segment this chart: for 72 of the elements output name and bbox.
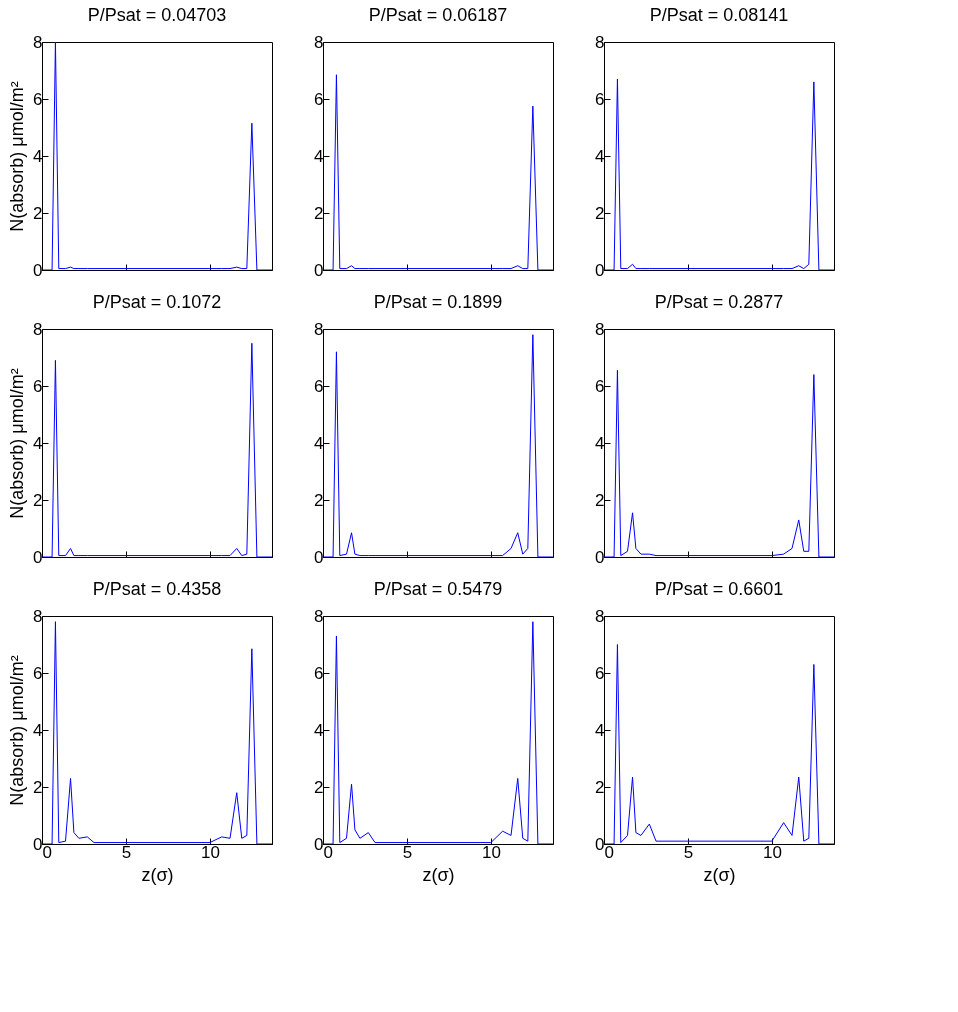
line-series bbox=[604, 78, 834, 270]
y-tick-label: 8 bbox=[595, 606, 605, 626]
x-tick-label: 5 bbox=[683, 842, 694, 862]
line-series bbox=[604, 369, 834, 557]
y-tick-label: 4 bbox=[33, 433, 43, 453]
y-tick-label: 8 bbox=[33, 32, 43, 52]
y-tick-label: 6 bbox=[314, 89, 324, 109]
chart-title: P/Psat = 0.04703 bbox=[87, 5, 227, 25]
y-tick-label: 2 bbox=[595, 490, 605, 510]
y-tick-label: 6 bbox=[33, 376, 43, 396]
line-series bbox=[42, 621, 272, 844]
chart-title: P/Psat = 0.2877 bbox=[654, 292, 784, 312]
line-series bbox=[42, 42, 272, 270]
chart-title: P/Psat = 0.06187 bbox=[368, 5, 508, 25]
x-axis-title: z(σ) bbox=[422, 864, 455, 885]
y-tick-label: 6 bbox=[595, 663, 605, 683]
y-tick-label: 8 bbox=[595, 32, 605, 52]
y-tick-label: 4 bbox=[314, 433, 324, 453]
y-tick-label: 0 bbox=[33, 547, 43, 567]
chart-title: P/Psat = 0.08141 bbox=[649, 5, 789, 25]
line-series bbox=[323, 74, 553, 270]
y-tick-label: 2 bbox=[314, 203, 324, 223]
y-tick-label: 6 bbox=[595, 376, 605, 396]
y-tick-label: 8 bbox=[314, 319, 324, 339]
y-tick-label: 6 bbox=[595, 89, 605, 109]
x-tick-label: 5 bbox=[402, 842, 413, 862]
x-tick-label: 10 bbox=[200, 842, 220, 862]
chart-title: P/Psat = 0.4358 bbox=[92, 579, 222, 599]
y-tick-label: 6 bbox=[314, 663, 324, 683]
y-tick-label: 0 bbox=[33, 260, 43, 280]
x-axis-title: z(σ) bbox=[703, 864, 736, 885]
y-tick-label: 0 bbox=[595, 260, 605, 280]
x-tick-label: 10 bbox=[762, 842, 782, 862]
y-tick-label: 2 bbox=[314, 490, 324, 510]
line-series bbox=[42, 342, 272, 557]
chart-title: P/Psat = 0.1899 bbox=[373, 292, 503, 312]
y-tick-label: 8 bbox=[595, 319, 605, 339]
y-tick-label: 8 bbox=[314, 32, 324, 52]
line-series bbox=[323, 621, 553, 844]
y-tick-label: 0 bbox=[314, 547, 324, 567]
y-tick-label: 8 bbox=[33, 319, 43, 339]
y-tick-label: 8 bbox=[314, 606, 324, 626]
y-tick-label: 4 bbox=[595, 720, 605, 740]
chart-title: P/Psat = 0.5479 bbox=[373, 579, 503, 599]
y-tick-label: 4 bbox=[314, 720, 324, 740]
x-axis-title: z(σ) bbox=[141, 864, 174, 885]
x-tick-label: 10 bbox=[481, 842, 501, 862]
chart-title: P/Psat = 0.6601 bbox=[654, 579, 784, 599]
y-tick-label: 2 bbox=[33, 203, 43, 223]
y-tick-label: 4 bbox=[33, 720, 43, 740]
line-series bbox=[323, 334, 553, 557]
y-tick-label: 6 bbox=[33, 663, 43, 683]
chart-title: P/Psat = 0.1072 bbox=[92, 292, 222, 312]
y-tick-label: 6 bbox=[314, 376, 324, 396]
y-axis-title: N(absorb) μmol/m² bbox=[7, 368, 28, 519]
x-tick-label: 5 bbox=[121, 842, 132, 862]
y-axis-title: N(absorb) μmol/m² bbox=[7, 655, 28, 806]
y-tick-label: 4 bbox=[595, 433, 605, 453]
y-tick-label: 2 bbox=[595, 203, 605, 223]
line-series bbox=[604, 644, 834, 844]
y-axis-title: N(absorb) μmol/m² bbox=[7, 81, 28, 232]
y-tick-label: 2 bbox=[33, 777, 43, 797]
y-tick-label: 8 bbox=[33, 606, 43, 626]
y-tick-label: 4 bbox=[595, 146, 605, 166]
y-tick-label: 6 bbox=[33, 89, 43, 109]
y-tick-label: 2 bbox=[33, 490, 43, 510]
y-tick-label: 2 bbox=[595, 777, 605, 797]
y-tick-label: 0 bbox=[314, 260, 324, 280]
y-tick-label: 4 bbox=[33, 146, 43, 166]
y-tick-label: 2 bbox=[314, 777, 324, 797]
y-tick-label: 0 bbox=[595, 547, 605, 567]
y-tick-label: 4 bbox=[314, 146, 324, 166]
